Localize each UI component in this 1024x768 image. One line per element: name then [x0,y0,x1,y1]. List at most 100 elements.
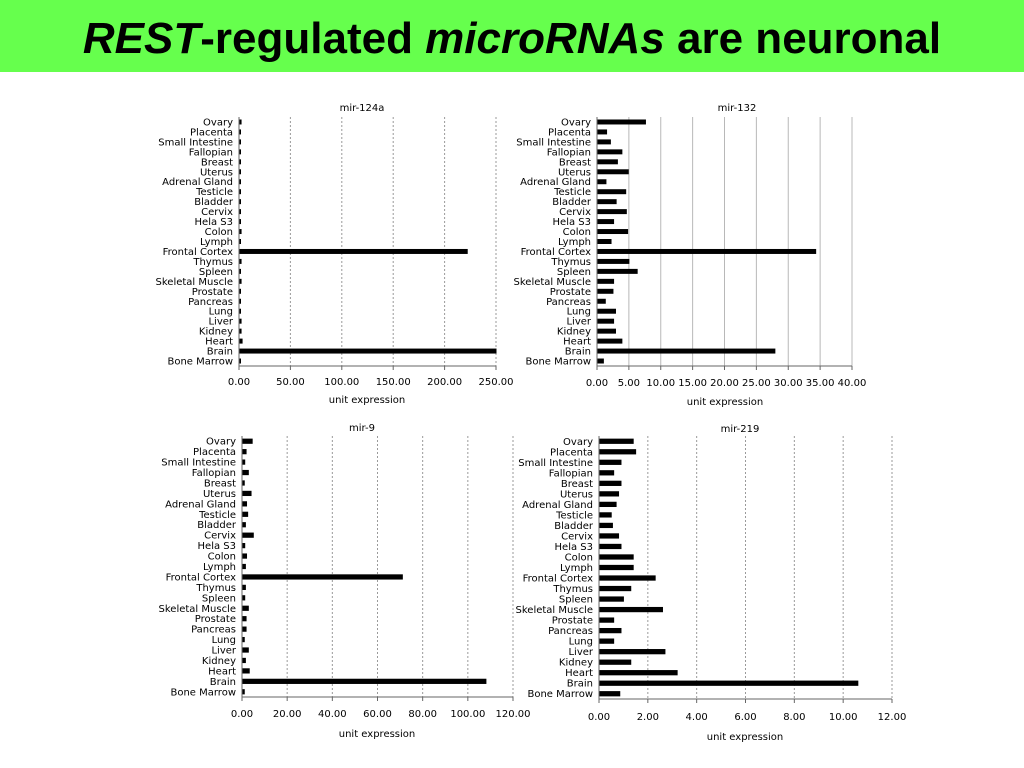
chart-mir-132-category-label: Fallopian [547,147,591,158]
chart-mir-124a-category-label: Breast [201,157,233,168]
chart-mir-219-category-label: Liver [568,647,593,658]
chart-mir-132-x-label: unit expression [687,397,764,408]
chart-mir-132-bar [597,159,618,165]
chart-mir-219-tick-label: 6.00 [734,712,756,723]
chart-mir-9-bar [242,438,253,444]
chart-mir-9-bar [242,668,250,674]
chart-mir-124a-bar [239,149,241,155]
chart-mir-219-bar [599,606,663,613]
chart-mir-9-category-label: Lymph [203,562,236,573]
chart-mir-9-bar [242,490,252,497]
chart-mir-9-category-label: Skeletal Muscle [159,604,236,615]
chart-mir-9-tick-label: 100.00 [450,709,485,720]
chart-mir-124a-bar [239,288,241,294]
chart-mir-124a-category-label: Placenta [190,127,233,138]
chart-mir-9-tick-label: 0.00 [231,709,253,720]
chart-mir-132-category-label: Uterus [558,167,591,178]
chart-mir-124a-category-label: Cervix [201,207,233,218]
chart-mir-9-category-label: Kidney [202,656,236,667]
chart-mir-219-category-label: Heart [565,668,593,679]
chart-mir-124a-bar [239,219,241,225]
chart-mir-9-bar [242,616,247,622]
chart-mir-9-tick-label: 80.00 [408,709,437,720]
chart-mir-219-category-label: Small Intestine [518,458,593,469]
chart-mir-9-category-label: Bladder [197,520,237,531]
chart-mir-219-bar [599,649,666,655]
chart-mir-219-bar [599,596,624,602]
chart-mir-9-category-label: Testicle [198,510,236,521]
chart-mir-9-bar [242,574,403,580]
chart-mir-124a-category-label: Skeletal Muscle [156,277,233,288]
title-bar: REST-regulated microRNAs are neuronal [0,0,1024,72]
chart-mir-124a-category-label: Lymph [200,237,233,248]
chart-mir-9-x-label: unit expression [339,729,416,740]
chart-mir-132-category-label: Prostate [550,287,591,298]
chart-mir-9-bar [242,636,245,643]
chart-mir-219-category-label: Ovary [563,437,593,448]
chart-mir-219-bar [599,564,634,571]
chart-mir-9-bar [242,689,245,695]
chart-mir-124a-bar [239,179,241,185]
chart-mir-219-category-label: Colon [565,552,593,563]
chart-mir-124a-bar [239,308,241,314]
chart-mir-124a-category-label: Colon [205,227,233,238]
chart-mir-219-bar [599,512,612,518]
chart-mir-132-bar [597,358,604,364]
chart-mir-9-category-label: Pancreas [191,625,236,636]
chart-mir-9-category-label: Frontal Cortex [166,572,236,583]
chart-mir-9-bar [242,595,246,601]
chart-mir-124a-category-label: Kidney [199,327,233,338]
chart-mir-9-category-label: Brain [210,677,236,688]
chart-mir-132-category-label: Breast [559,157,591,168]
chart-mir-124a-bar [239,159,241,165]
chart-mir-132-tick-label: 30.00 [774,378,803,389]
chart-mir-9-category-label: Placenta [193,447,236,458]
chart-mir-132-bar [597,348,776,354]
chart-mir-124a-bar [239,199,241,205]
chart-mir-124a-bar [239,278,242,284]
chart-mir-219-category-label: Fallopian [549,468,593,479]
chart-mir-132-bar [597,189,627,195]
chart-mir-124a-tick-label: 0.00 [228,377,250,388]
chart-mir-124a-tick-label: 50.00 [276,377,305,388]
chart-mir-219-bar [599,575,656,581]
chart-mir-132-category-label: Liver [566,317,591,328]
chart-mir-9-bar [242,543,246,549]
chart-mir-132-bar [597,328,616,334]
chart-mir-9-bar [242,449,247,455]
chart-mir-124a-bar [239,318,242,324]
chart-mir-132-category-label: Kidney [557,327,591,338]
chart-mir-219-category-label: Testicle [555,510,593,521]
chart-mir-9-tick-label: 40.00 [318,709,347,720]
chart-mir-124a-category-label: Uterus [200,167,233,178]
chart-mir-219-bar [599,627,622,634]
chart-mir-9-bar [242,647,249,653]
chart-mir-132-bar [597,179,607,185]
chart-mir-124a-tick-label: 200.00 [427,377,462,388]
chart-mir-219-bar [599,659,632,665]
title-part-micrornas: microRNAs [425,14,665,63]
chart-mir-132-category-label: Ovary [561,117,591,128]
chart-mir-9-category-label: Bone Marrow [170,687,236,698]
chart-mir-124a-category-label: Thymus [192,257,233,268]
chart-mir-219-bar [599,617,615,623]
chart-mir-132-bar [597,258,630,264]
title-part-rest: REST [82,14,201,63]
chart-mir-124a-bar [239,129,241,135]
chart-mir-219-category-label: Uterus [560,489,593,500]
chart-mir-132-category-label: Placenta [548,127,591,138]
chart-mir-124a-bar [239,358,241,364]
chart-mir-9-tick-label: 20.00 [273,709,302,720]
chart-mir-219-category-label: Spleen [559,595,593,606]
chart-mir-219-category-label: Frontal Cortex [523,574,593,585]
chart-mir-219-bar [599,680,859,686]
chart-mir-9-bar [242,480,245,486]
chart-mir-219-category-label: Bladder [554,521,594,532]
chart-mir-132-category-label: Heart [563,337,591,348]
chart-mir-9-bar [242,532,254,538]
chart-mir-124a-category-label: Testicle [195,187,233,198]
chart-mir-124a-x-label: unit expression [329,395,406,406]
chart-mir-9-bar [242,469,249,476]
chart-mir-124a-category-label: Spleen [199,267,233,278]
